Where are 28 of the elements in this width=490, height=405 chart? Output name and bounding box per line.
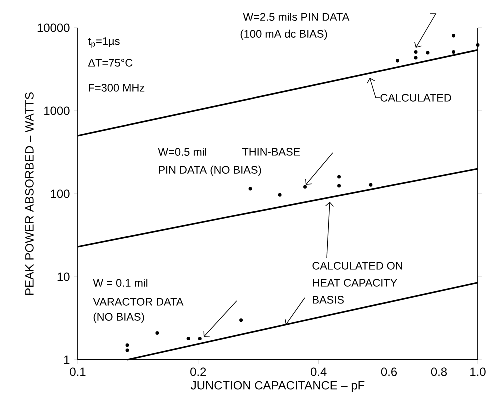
annotation: PIN DATA (NO BIAS) (159, 166, 262, 176)
x-axis-title: JUNCTION CAPACITANCE – pF (191, 381, 365, 392)
y-tick-label: 10 (58, 272, 70, 282)
annotation: W = 0.1 mil (93, 278, 148, 288)
annotation: VARACTOR DATA (93, 298, 184, 306)
annotation: W=0.5 mil (158, 148, 206, 156)
y-axis-title: PEAK POWER ABSORBED – WATTS (25, 92, 34, 295)
annotation: HEAT CAPACITY (313, 279, 398, 287)
annotation: t$_{p}$=1µs (88, 38, 120, 48)
annotation: F=300 MHz (89, 84, 145, 92)
annotation: (NO BIAS) (94, 312, 144, 324)
x-tick-label: 0.6 (381, 368, 398, 376)
x-tick-label: 1.0 (470, 368, 486, 376)
text: W=2.5 mils PIN DATA (243, 12, 350, 22)
y-tick-label: 10000 (38, 24, 70, 32)
x-tick-label: 0.8 (431, 368, 448, 376)
annotation: (100 mA dc BIAS) (240, 30, 328, 40)
y-tick-label: 1 (64, 356, 70, 364)
annotation: THIN-BASE (242, 148, 300, 156)
annotation: ΔT=75°C (88, 59, 133, 67)
x-tick-label: 0.1 (70, 368, 86, 376)
y-tick-label: 1000 (44, 106, 70, 116)
y-tick-label: 100 (51, 190, 70, 198)
x-tick-label: 0.4 (310, 368, 327, 376)
annotation: CALCULATED (380, 94, 452, 102)
annotation: BASIS (313, 296, 344, 304)
annotation: CALCULATED ON (312, 262, 402, 270)
x-tick-label: 0.2 (190, 368, 206, 376)
